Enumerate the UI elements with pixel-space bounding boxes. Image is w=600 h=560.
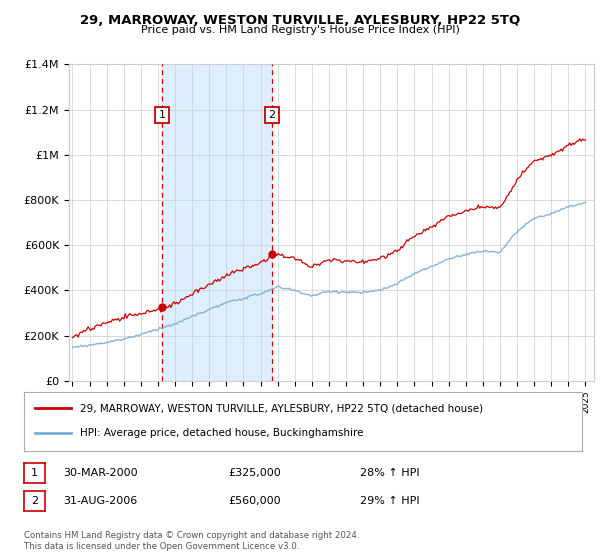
Text: 28% ↑ HPI: 28% ↑ HPI [360,468,419,478]
Text: 29, MARROWAY, WESTON TURVILLE, AYLESBURY, HP22 5TQ (detached house): 29, MARROWAY, WESTON TURVILLE, AYLESBURY… [80,403,483,413]
Text: £325,000: £325,000 [228,468,281,478]
Text: This data is licensed under the Open Government Licence v3.0.: This data is licensed under the Open Gov… [24,542,299,550]
Bar [162,64,272,381]
Text: HPI: Average price, detached house, Buckinghamshire: HPI: Average price, detached house, Buck… [80,428,364,438]
Text: £560,000: £560,000 [228,496,281,506]
Text: 2: 2 [31,496,38,506]
Text: Price paid vs. HM Land Registry's House Price Index (HPI): Price paid vs. HM Land Registry's House … [140,25,460,35]
Text: 29, MARROWAY, WESTON TURVILLE, AYLESBURY, HP22 5TQ: 29, MARROWAY, WESTON TURVILLE, AYLESBURY… [80,14,520,27]
Text: 31-AUG-2006: 31-AUG-2006 [63,496,137,506]
Text: 1: 1 [159,110,166,120]
Text: 2: 2 [268,110,275,120]
Text: 29% ↑ HPI: 29% ↑ HPI [360,496,419,506]
Text: 30-MAR-2000: 30-MAR-2000 [63,468,137,478]
Text: 1: 1 [31,468,38,478]
Text: Contains HM Land Registry data © Crown copyright and database right 2024.: Contains HM Land Registry data © Crown c… [24,531,359,540]
